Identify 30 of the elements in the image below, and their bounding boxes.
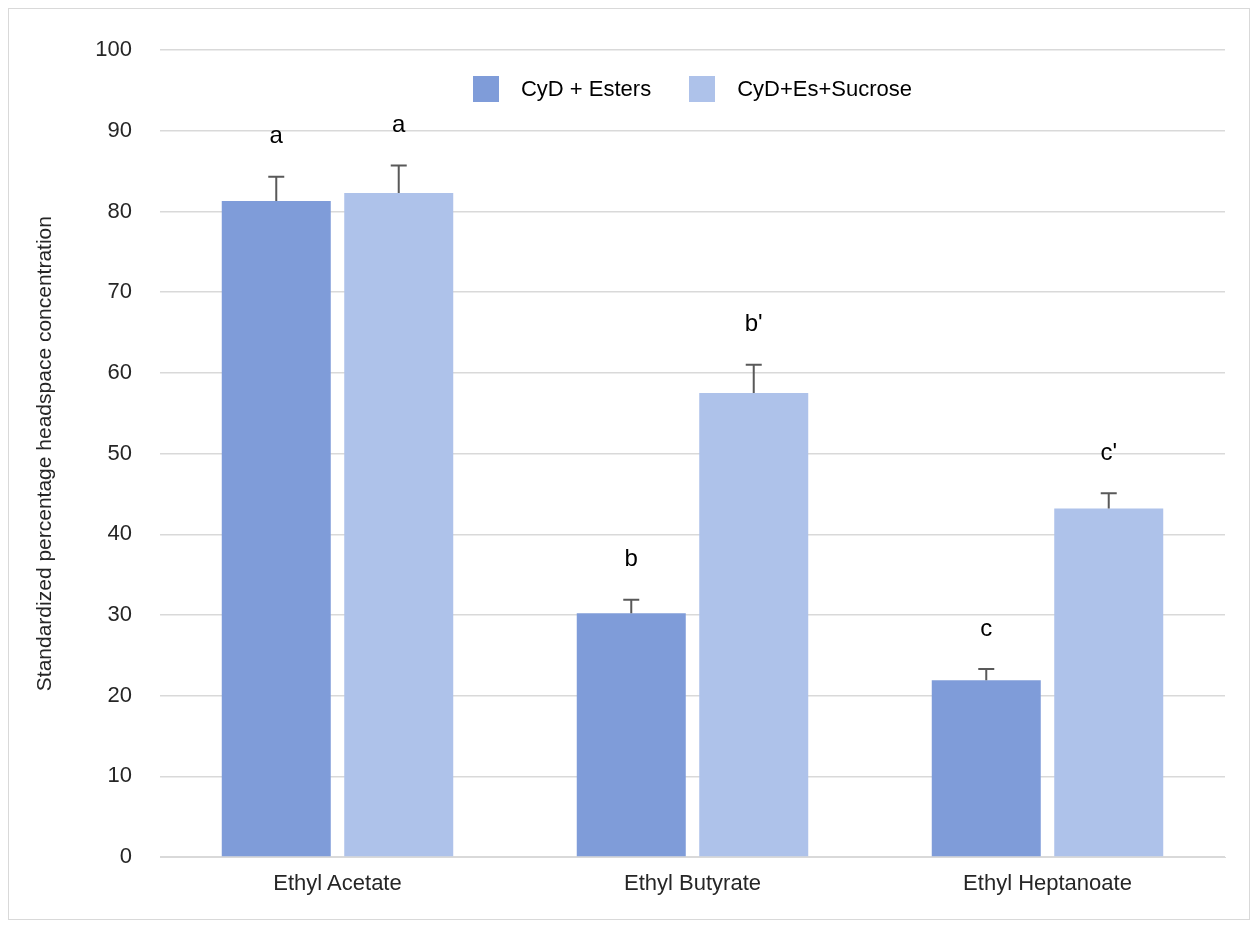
y-tick-label: 30 bbox=[107, 601, 132, 627]
data-label: a bbox=[269, 121, 284, 149]
y-tick-label: 20 bbox=[107, 681, 132, 707]
y-tick-label: 80 bbox=[107, 197, 132, 223]
data-label: c bbox=[980, 613, 993, 641]
y-tick-label: 100 bbox=[95, 36, 132, 62]
data-label: b' bbox=[744, 309, 763, 337]
bar bbox=[221, 201, 331, 857]
y-axis-title: Standardized percentage headspace concentration bbox=[32, 216, 56, 692]
x-tick-label: Ethyl Butyrate bbox=[624, 870, 761, 896]
y-tick-label: 50 bbox=[107, 439, 132, 465]
y-tick-label: 40 bbox=[107, 520, 132, 546]
bar bbox=[344, 193, 454, 857]
legend-label: CyD + Esters bbox=[520, 76, 652, 103]
y-tick-label: 70 bbox=[107, 278, 132, 304]
bar bbox=[576, 613, 686, 857]
y-tick-label: 60 bbox=[107, 358, 132, 384]
bar bbox=[1054, 508, 1164, 857]
y-tick-label: 10 bbox=[107, 762, 132, 788]
y-tick-label: 90 bbox=[107, 116, 132, 142]
data-label: c' bbox=[1100, 437, 1118, 465]
x-tick-label: Ethyl Acetate bbox=[273, 870, 402, 896]
bar bbox=[931, 680, 1041, 857]
data-label: a bbox=[392, 110, 407, 138]
chart-frame: Standardized percentage headspace concentration Ethyl Acetate Ethyl Butyrate Ethyl Heptanoate 0 10 20 30 40 50 60 70 80 90 100 a b c a b' c' CyD + Esters CyD+Es+Sucrose bbox=[8, 8, 1250, 920]
legend-label: CyD+Es+Sucrose bbox=[737, 76, 913, 103]
bar bbox=[699, 393, 809, 857]
data-label: b bbox=[624, 544, 638, 572]
y-tick-label: 0 bbox=[119, 843, 132, 869]
x-tick-label: Ethyl Heptanoate bbox=[963, 870, 1132, 896]
